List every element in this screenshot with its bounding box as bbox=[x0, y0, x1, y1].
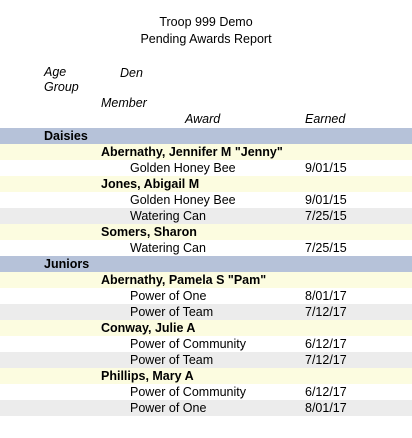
member-row bbox=[0, 224, 412, 240]
member-row bbox=[0, 320, 412, 336]
column-header: Award bbox=[185, 112, 221, 126]
award-row bbox=[0, 288, 412, 304]
earned-date: 7/12/17 bbox=[305, 353, 347, 367]
award-name: Power of One bbox=[130, 401, 207, 415]
earned-date: 7/12/17 bbox=[305, 305, 347, 319]
award-name: Power of Community bbox=[130, 385, 247, 399]
award-name: Power of Community bbox=[130, 337, 247, 351]
member-name: Abernathy, Jennifer M "Jenny" bbox=[101, 145, 283, 159]
column-header: Earned bbox=[305, 112, 346, 126]
award-row bbox=[0, 192, 412, 208]
member-name: Phillips, Mary A bbox=[101, 369, 194, 383]
member-name: Conway, Julie A bbox=[101, 321, 196, 335]
earned-date: 8/01/17 bbox=[305, 289, 347, 303]
report-title: Troop 999 Demo bbox=[159, 15, 253, 29]
award-row bbox=[0, 240, 412, 256]
earned-date: 7/25/15 bbox=[305, 209, 347, 223]
member-name: Jones, Abigail M bbox=[101, 177, 200, 191]
column-header: Member bbox=[101, 96, 147, 110]
earned-date: 7/25/15 bbox=[305, 241, 347, 255]
award-row bbox=[0, 384, 412, 400]
member-row bbox=[0, 144, 412, 160]
group-name: Juniors bbox=[44, 257, 90, 271]
award-row bbox=[0, 352, 412, 368]
column-header: Age Group bbox=[44, 65, 79, 94]
award-name: Power of One bbox=[130, 289, 207, 303]
earned-date: 6/12/17 bbox=[305, 337, 347, 351]
member-name: Abernathy, Pamela S "Pam" bbox=[101, 273, 267, 287]
column-header: Den bbox=[120, 66, 143, 80]
award-name: Watering Can bbox=[130, 241, 206, 255]
earned-date: 8/01/17 bbox=[305, 401, 347, 415]
member-name: Somers, Sharon bbox=[101, 225, 197, 239]
award-row bbox=[0, 160, 412, 176]
award-row bbox=[0, 208, 412, 224]
group-name: Daisies bbox=[44, 129, 88, 143]
group-row bbox=[0, 128, 412, 144]
earned-date: 9/01/15 bbox=[305, 161, 347, 175]
award-row bbox=[0, 336, 412, 352]
report-subtitle: Pending Awards Report bbox=[140, 32, 272, 46]
award-name: Power of Team bbox=[130, 353, 214, 367]
group-row bbox=[0, 256, 412, 272]
member-row bbox=[0, 368, 412, 384]
earned-date: 9/01/15 bbox=[305, 193, 347, 207]
award-row bbox=[0, 304, 412, 320]
award-name: Power of Team bbox=[130, 305, 214, 319]
award-row bbox=[0, 400, 412, 416]
award-name: Golden Honey Bee bbox=[130, 161, 236, 175]
award-name: Watering Can bbox=[130, 209, 206, 223]
award-name: Golden Honey Bee bbox=[130, 193, 236, 207]
member-row bbox=[0, 272, 412, 288]
member-row bbox=[0, 176, 412, 192]
earned-date: 6/12/17 bbox=[305, 385, 347, 399]
